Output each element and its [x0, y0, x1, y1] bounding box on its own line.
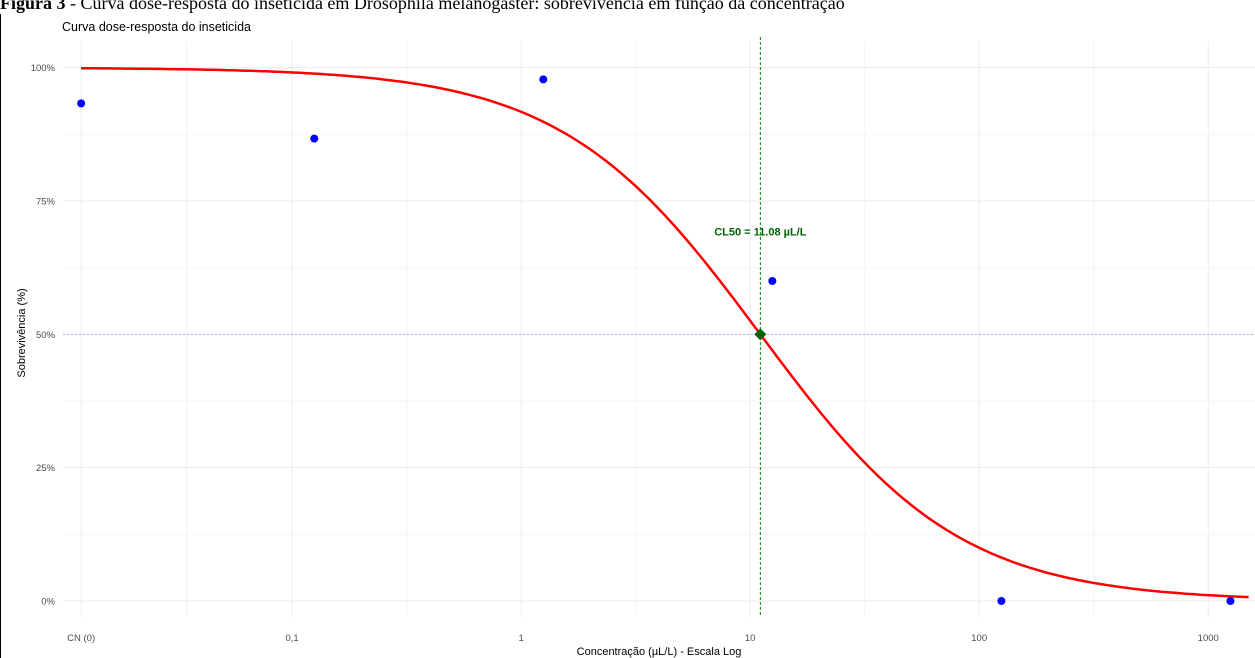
figure-caption-label: Figura 3 [0, 0, 66, 13]
cl50-marker [754, 328, 767, 341]
chart-title: Curva dose-resposta do inseticida [62, 20, 251, 34]
data-point [1226, 597, 1235, 605]
x-tick-label: 0,1 [285, 633, 298, 644]
dose-response-chart: Curva dose-resposta do inseticida CL50 =… [16, 20, 1255, 658]
reference-lines [63, 37, 1255, 617]
x-tick-label: 10 [745, 633, 756, 644]
grid [63, 41, 1255, 617]
x-tick-label: 100 [971, 633, 987, 644]
x-tick-label: CN (0) [67, 633, 95, 644]
figure-caption: Figura 3 - Curva dose-resposta do inseti… [0, 0, 1255, 14]
y-tick-label: 75% [36, 197, 56, 208]
y-axis-label: Sobrevivência (%) [16, 288, 28, 377]
cl50-label: CL50 = 11.08 µL/L [714, 227, 807, 239]
x-tick-label: 1000 [1198, 633, 1219, 644]
data-point [310, 134, 319, 143]
y-tick-label: 0% [41, 597, 55, 608]
fitted-curve [81, 66, 1249, 599]
x-axis-ticks: CN (0) 0,1 1 10 100 1000 [67, 633, 1219, 644]
y-axis-ticks: 0% 25% 50% 75% 100% [31, 63, 56, 607]
data-point [997, 597, 1006, 605]
cl50-annotation: CL50 = 11.08 µL/L [714, 227, 807, 341]
y-tick-label: 100% [31, 63, 56, 74]
data-point [77, 99, 86, 108]
y-tick-label: 50% [36, 330, 56, 341]
y-tick-label: 25% [36, 463, 56, 474]
data-point [768, 277, 777, 285]
x-tick-label: 1 [518, 633, 523, 644]
data-points [77, 75, 1235, 605]
figure-caption-text: - Curva dose-resposta do inseticida em D… [65, 0, 845, 13]
data-point [539, 75, 548, 84]
chart-frame: Curva dose-resposta do inseticida CL50 =… [0, 14, 1255, 658]
x-axis-label: Concentração (µL/L) - Escala Log [577, 646, 742, 658]
